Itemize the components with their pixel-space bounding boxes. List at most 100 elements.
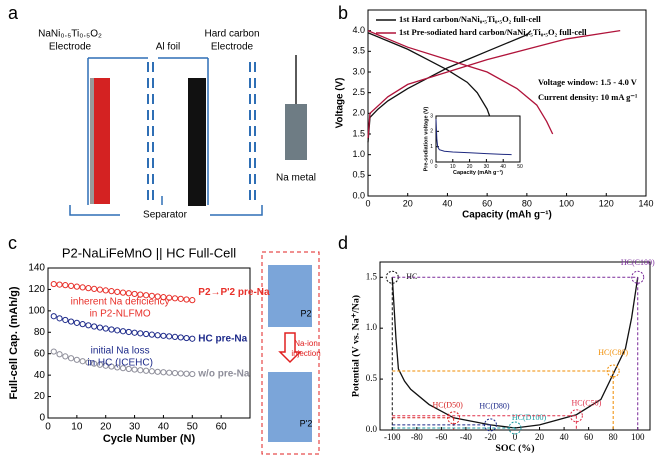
marker bbox=[131, 366, 138, 373]
label: Al foil bbox=[156, 42, 180, 53]
marker bbox=[137, 367, 144, 374]
x-tick-label: 140 bbox=[638, 198, 653, 208]
series-line bbox=[435, 119, 512, 156]
marker bbox=[137, 330, 144, 337]
marker bbox=[102, 287, 109, 294]
marker bbox=[131, 329, 138, 336]
y-tick-label: 1 bbox=[430, 144, 433, 150]
marker bbox=[96, 286, 104, 293]
x-tick-label: -20 bbox=[484, 432, 496, 442]
marker bbox=[108, 363, 115, 370]
x-tick-label: 20 bbox=[467, 164, 473, 170]
y-axis-label: Potential (V vs. Na⁺/Na) bbox=[350, 295, 361, 397]
y-tick-label: 0.5 bbox=[366, 373, 378, 383]
chart-title: P2-NaLiFeMnO || HC Full-Cell bbox=[62, 245, 236, 260]
x-tick-label: 40 bbox=[500, 164, 506, 170]
x-axis-label: Capacity (mAh g⁻¹) bbox=[453, 169, 503, 176]
annotation: initial Na loss bbox=[91, 346, 150, 357]
y-tick-label: 100 bbox=[28, 305, 45, 316]
marker bbox=[79, 284, 86, 291]
point-marker bbox=[483, 418, 497, 432]
crystal bbox=[268, 265, 312, 327]
frame bbox=[261, 251, 320, 455]
y-tick-label: 1.0 bbox=[352, 149, 365, 159]
marker bbox=[50, 348, 57, 355]
marker bbox=[56, 315, 63, 322]
y-axis-label: Pre-sodiation voltage (V) bbox=[423, 106, 429, 171]
marker bbox=[108, 288, 115, 295]
marker bbox=[67, 318, 75, 325]
series-line bbox=[367, 30, 621, 139]
label: Electrode bbox=[49, 42, 92, 53]
x-tick-label: 10 bbox=[71, 422, 83, 433]
x-tick-label: 80 bbox=[609, 432, 619, 442]
marker bbox=[119, 365, 127, 372]
annotation: in P2-NLFMO bbox=[90, 309, 151, 320]
marker bbox=[183, 334, 190, 342]
label: Na metal bbox=[276, 173, 316, 184]
marker bbox=[143, 292, 150, 299]
panel-a-drawing: NaNi₀.₅Ti₀.₅O₂ Electrode Al foil Hard ca… bbox=[38, 29, 316, 221]
y-axis-label: Voltage (V) bbox=[335, 78, 346, 129]
x-tick-label: -100 bbox=[384, 432, 401, 442]
y-tick-label: 80 bbox=[34, 327, 46, 338]
marker bbox=[73, 283, 80, 290]
y-tick-label: 20 bbox=[34, 391, 46, 402]
point-label: HC(D80) bbox=[479, 402, 510, 411]
marker bbox=[148, 331, 155, 338]
cell-box bbox=[69, 205, 263, 216]
cathode bbox=[94, 78, 110, 204]
label: Electrode bbox=[211, 42, 254, 53]
x-tick-label: 60 bbox=[584, 432, 594, 442]
annotation: Current density: 10 mA g⁻¹ bbox=[538, 92, 638, 102]
y-tick-label: 0.0 bbox=[366, 424, 378, 434]
x-tick-label: 120 bbox=[599, 198, 614, 208]
x-tick-label: 50 bbox=[517, 164, 523, 170]
legend-label: 1st Hard carbon/NaNi₀.₅Ti₀.₅O₂ full-cell bbox=[399, 14, 541, 24]
annotation: inherent Na deficiency bbox=[71, 297, 170, 308]
y-tick-label: 3.5 bbox=[352, 46, 365, 56]
marker bbox=[85, 359, 92, 366]
marker bbox=[62, 353, 69, 360]
label: Hard carbon bbox=[204, 29, 259, 40]
label: injection bbox=[291, 349, 320, 358]
y-tick-label: 2 bbox=[430, 129, 433, 135]
marker bbox=[189, 370, 196, 378]
y-tick-label: 0.0 bbox=[352, 190, 365, 200]
y-tick-label: 3.0 bbox=[352, 66, 365, 76]
x-tick-label: 0 bbox=[45, 422, 51, 433]
label: P2 bbox=[300, 308, 311, 318]
x-tick-label: 80 bbox=[522, 198, 532, 208]
marker bbox=[56, 351, 63, 358]
marker bbox=[85, 285, 92, 292]
marker bbox=[73, 319, 80, 326]
panel-c-diagram: P2 Na-ion injection P'2 bbox=[261, 251, 321, 455]
series-label: w/o pre-Na bbox=[197, 369, 250, 380]
marker bbox=[189, 335, 196, 342]
marker bbox=[143, 367, 150, 374]
marker bbox=[125, 365, 132, 373]
marker bbox=[67, 282, 75, 289]
x-tick-label: 20 bbox=[100, 422, 112, 433]
x-tick-label: 50 bbox=[187, 422, 199, 433]
x-tick-label: 0 bbox=[365, 198, 370, 208]
marker bbox=[177, 370, 184, 377]
x-tick-label: 30 bbox=[484, 164, 490, 170]
point-label: HC bbox=[406, 272, 417, 281]
x-tick-label: 60 bbox=[216, 422, 228, 433]
point-label: HC(D100) bbox=[512, 413, 547, 422]
y-tick-label: 2.5 bbox=[352, 87, 365, 97]
series-line bbox=[391, 277, 639, 429]
marker bbox=[50, 313, 57, 320]
x-tick-label: 40 bbox=[442, 198, 452, 208]
point-label: HC(C100) bbox=[621, 258, 655, 267]
anode bbox=[188, 78, 206, 206]
marker bbox=[148, 368, 155, 375]
x-tick-label: -60 bbox=[435, 432, 447, 442]
marker bbox=[62, 316, 69, 324]
y-axis-label: Full-cell Cap. (mAh/g) bbox=[8, 286, 20, 399]
marker bbox=[67, 355, 75, 362]
y-tick-label: 4.0 bbox=[352, 25, 365, 35]
y-tick-label: 1.5 bbox=[366, 271, 378, 281]
marker bbox=[166, 333, 173, 340]
